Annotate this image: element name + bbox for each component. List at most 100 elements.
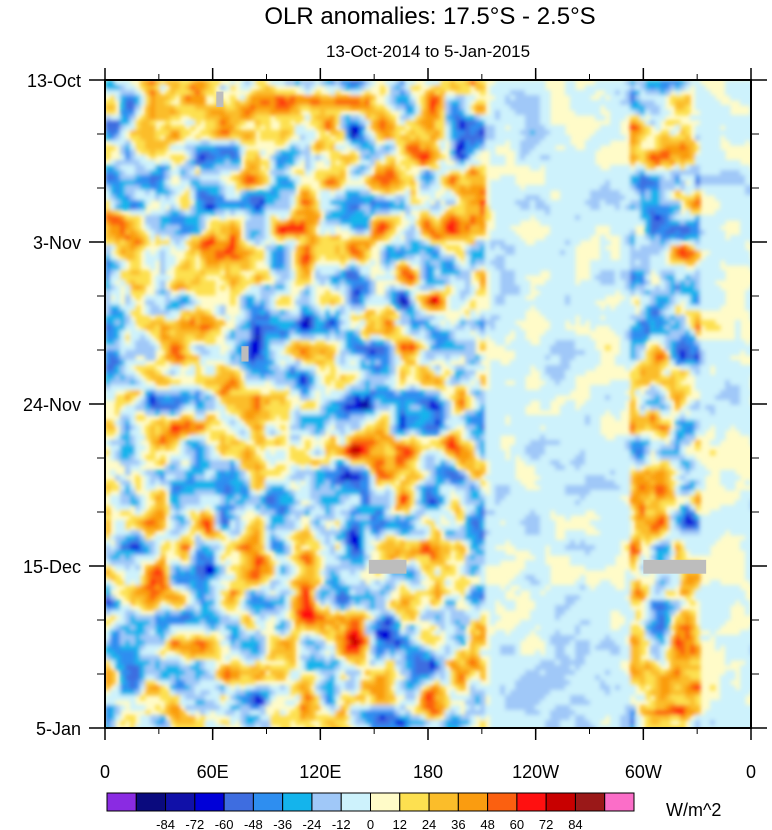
anomaly-cell (130, 145, 136, 151)
anomaly-cell (325, 170, 331, 176)
anomaly-cell (610, 115, 616, 121)
anomaly-cell (680, 235, 686, 241)
anomaly-cell (315, 150, 321, 156)
anomaly-cell (195, 120, 201, 126)
anomaly-cell (405, 240, 411, 246)
anomaly-cell (460, 210, 466, 216)
anomaly-cell (720, 275, 726, 281)
anomaly-cell (390, 275, 396, 281)
anomaly-cell (155, 170, 161, 176)
anomaly-cell (430, 255, 436, 261)
anomaly-cell (140, 230, 146, 236)
anomaly-cell (270, 205, 276, 211)
anomaly-cell (520, 115, 526, 121)
anomaly-cell (655, 160, 661, 166)
anomaly-cell (630, 195, 636, 201)
anomaly-cell (405, 145, 411, 151)
anomaly-cell (285, 310, 291, 316)
anomaly-cell (185, 150, 191, 156)
anomaly-cell (630, 150, 636, 156)
anomaly-cell (435, 90, 441, 96)
anomaly-cell (500, 280, 506, 286)
anomaly-cell (160, 125, 166, 131)
anomaly-cell (450, 300, 456, 306)
anomaly-cell (185, 250, 191, 256)
anomaly-cell (555, 180, 561, 186)
anomaly-cell (225, 240, 231, 246)
anomaly-cell (300, 295, 306, 301)
anomaly-cell (550, 145, 556, 151)
anomaly-cell (655, 255, 661, 261)
anomaly-cell (550, 270, 556, 276)
anomaly-cell (200, 265, 206, 271)
anomaly-cell (290, 90, 296, 96)
anomaly-cell (555, 135, 561, 141)
anomaly-cell (710, 250, 716, 256)
anomaly-cell (460, 150, 466, 156)
anomaly-cell (655, 140, 661, 146)
anomaly-cell (480, 130, 486, 136)
anomaly-cell (540, 200, 546, 206)
anomaly-cell (125, 215, 131, 221)
anomaly-cell (165, 120, 171, 126)
anomaly-cell (220, 185, 226, 191)
anomaly-cell (670, 80, 676, 86)
anomaly-cell (630, 190, 636, 196)
anomaly-cell (425, 225, 431, 231)
anomaly-cell (110, 225, 116, 231)
anomaly-cell (215, 270, 221, 276)
anomaly-cell (660, 105, 666, 111)
anomaly-cell (360, 150, 366, 156)
anomaly-cell (160, 225, 166, 231)
anomaly-cell (725, 90, 731, 96)
anomaly-cell (475, 200, 481, 206)
anomaly-cell (635, 195, 641, 201)
anomaly-cell (430, 80, 436, 86)
anomaly-cell (160, 140, 166, 146)
anomaly-cell (275, 190, 281, 196)
anomaly-cell (475, 210, 481, 216)
anomaly-cell (310, 310, 316, 316)
anomaly-cell (570, 295, 576, 301)
anomaly-cell (720, 250, 726, 256)
anomaly-cell (145, 160, 151, 166)
anomaly-cell (610, 230, 616, 236)
anomaly-cell (340, 180, 346, 186)
anomaly-cell (245, 290, 251, 296)
anomaly-cell (220, 245, 226, 251)
anomaly-cell (210, 210, 216, 216)
anomaly-cell (315, 120, 321, 126)
anomaly-cell (190, 115, 196, 121)
anomaly-cell (595, 275, 601, 281)
anomaly-cell (670, 260, 676, 266)
anomaly-cell (230, 280, 236, 286)
anomaly-cell (410, 85, 416, 91)
anomaly-cell (335, 170, 341, 176)
anomaly-cell (685, 110, 691, 116)
anomaly-cell (425, 175, 431, 181)
anomaly-cell (375, 235, 381, 241)
anomaly-cell (465, 80, 471, 86)
anomaly-cell (635, 250, 641, 256)
anomaly-cell (210, 280, 216, 286)
anomaly-cell (675, 205, 681, 211)
anomaly-cell (420, 250, 426, 256)
anomaly-cell (740, 100, 746, 106)
anomaly-cell (670, 300, 676, 306)
anomaly-cell (490, 265, 496, 271)
anomaly-cell (245, 150, 251, 156)
anomaly-cell (600, 180, 606, 186)
anomaly-cell (120, 215, 126, 221)
anomaly-cell (320, 125, 326, 131)
anomaly-cell (230, 110, 236, 116)
anomaly-cell (510, 250, 516, 256)
anomaly-cell (520, 135, 526, 141)
anomaly-cell (360, 165, 366, 171)
anomaly-cell (265, 90, 271, 96)
anomaly-cell (110, 105, 116, 111)
anomaly-cell (265, 110, 271, 116)
anomaly-cell (645, 200, 651, 206)
anomaly-cell (525, 200, 531, 206)
anomaly-cell (240, 140, 246, 146)
anomaly-cell (155, 280, 161, 286)
